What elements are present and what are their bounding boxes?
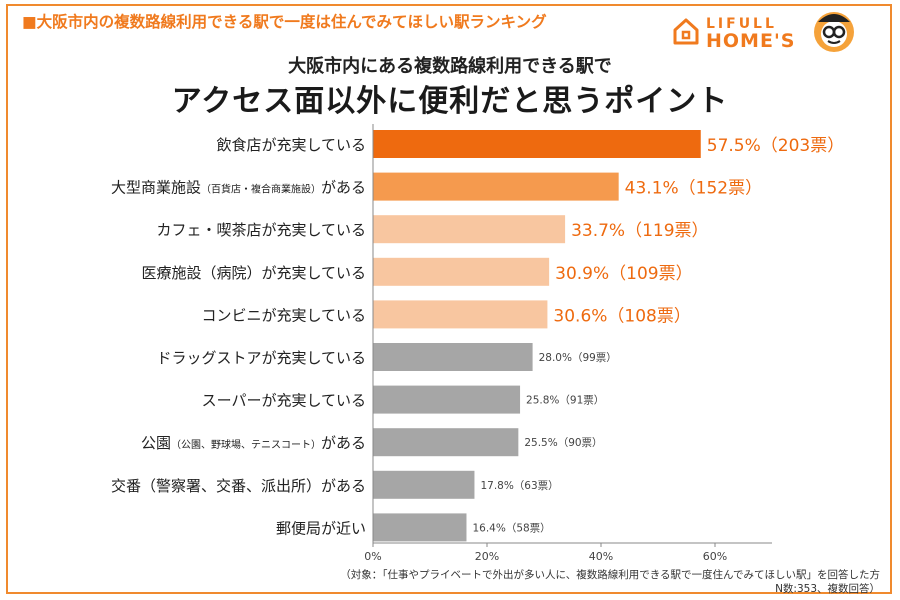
value-label: 30.6%（108票） (553, 306, 690, 326)
ranking-title: ■大阪市内の複数路線利用できる駅で一度は住んでみてほしい駅ランキング (22, 13, 547, 31)
chart-title: アクセス面以外に便利だと思うポイント (171, 84, 729, 119)
logo-text-lifull: LIFULL (706, 16, 777, 32)
footnote-line1: （対象：「仕事やプライベートで外出が多い人に、複数路線利用できる駅で一度住んでみ… (340, 569, 880, 581)
house-icon (673, 18, 699, 45)
category-label: 交番（警察署、交番、派出所）がある (111, 477, 366, 495)
value-label: 57.5%（203票） (707, 136, 844, 156)
category-label: 郵便局が近い (276, 519, 366, 537)
bar (373, 257, 550, 286)
x-tick-label: 0% (364, 550, 381, 563)
bar (373, 130, 701, 158)
category-label: ドラッグストアが充実している (156, 349, 366, 367)
value-label: 30.9%（109票） (555, 264, 692, 284)
value-label: 33.7%（119票） (571, 221, 708, 241)
bar (373, 215, 566, 244)
bar (373, 428, 519, 457)
category-label: コンビニが充実している (201, 306, 366, 324)
category-label: 公園（公園、野球場、テニスコート）がある (141, 434, 366, 452)
bar (373, 385, 521, 414)
value-label: 25.5%（90票） (524, 437, 602, 449)
category-label: 大型商業施設（百貨店・複合商業施設）がある (111, 179, 366, 197)
category-label: 医療施設（病院）が充実している (141, 264, 366, 282)
logo-text-homes: HOME'S (706, 30, 796, 52)
lifull-homes-logo: LIFULL HOME'S (672, 8, 872, 56)
bar (373, 300, 548, 329)
bar (373, 343, 533, 371)
chart-subtitle: 大阪市内にある複数路線利用できる駅で (288, 56, 612, 77)
mascot-icon (814, 12, 854, 52)
bar (373, 172, 619, 201)
bar (373, 470, 475, 499)
footnote: （対象：「仕事やプライベートで外出が多い人に、複数路線利用できる駅で一度住んでみ… (340, 568, 880, 596)
category-label: カフェ・喫茶店が充実している (156, 221, 366, 239)
value-label: 17.8%（63票） (480, 480, 558, 492)
footnote-line2: N数:353、複数回答） (775, 583, 880, 595)
x-tick-label: 20% (475, 550, 499, 563)
x-tick-label: 60% (703, 550, 727, 563)
bar (373, 513, 467, 542)
value-label: 28.0%（99票） (539, 352, 617, 364)
x-tick-label: 40% (589, 550, 613, 563)
value-label: 16.4%（58票） (472, 522, 550, 534)
value-label: 43.1%（152票） (625, 179, 762, 199)
value-label: 25.8%（91票） (526, 395, 604, 407)
category-label: スーパーが充実している (202, 392, 366, 410)
category-label: 飲食店が充実している (216, 136, 366, 154)
